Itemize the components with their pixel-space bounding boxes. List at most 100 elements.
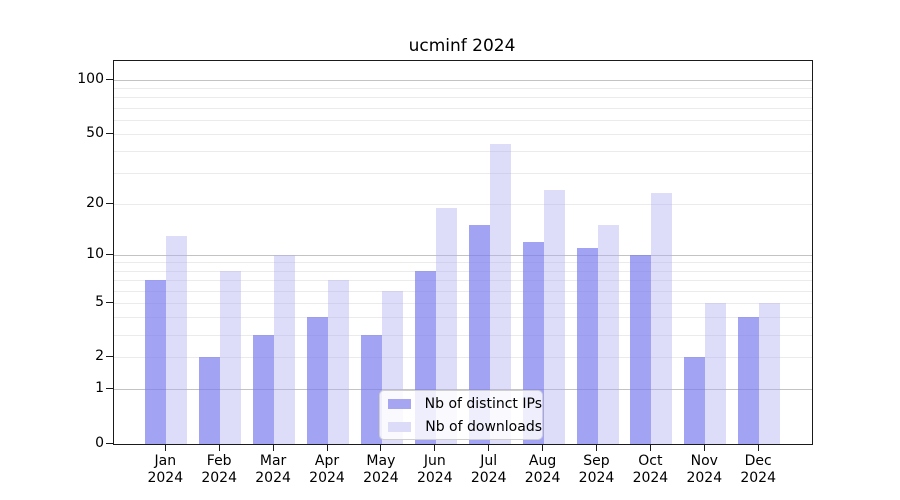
y-tick-label: 1 bbox=[95, 380, 104, 397]
x-tick-label-year: 2024 bbox=[740, 470, 776, 486]
gridline-minor bbox=[114, 334, 812, 336]
x-tick-label-year: 2024 bbox=[255, 470, 291, 486]
plot-area: Nb of distinct IPs Nb of downloads bbox=[113, 60, 813, 445]
y-tick-label: 20 bbox=[86, 194, 104, 211]
x-tick-label-year: 2024 bbox=[147, 470, 184, 486]
gridline-major bbox=[114, 254, 812, 256]
x-tick-label-year: 2024 bbox=[632, 470, 669, 486]
x-tick-label-jan: Jan 2024 bbox=[130, 453, 200, 487]
x-tick-label-oct: Oct 2024 bbox=[615, 453, 685, 487]
gridline-minor bbox=[114, 279, 812, 281]
x-tick-label-aug: Aug 2024 bbox=[508, 453, 578, 487]
gridline-minor bbox=[114, 357, 812, 359]
x-tick-label-year: 2024 bbox=[363, 470, 399, 486]
y-tick bbox=[106, 78, 113, 80]
gridline-major bbox=[114, 389, 812, 391]
bar-downloads-oct bbox=[651, 193, 673, 444]
x-tick-label-month: Aug bbox=[528, 453, 557, 469]
x-tick-label-feb: Feb 2024 bbox=[184, 453, 254, 487]
x-tick-label-may: May 2024 bbox=[346, 453, 416, 487]
x-tick-label-month: Nov bbox=[690, 453, 718, 469]
x-tick-label-apr: Apr 2024 bbox=[292, 453, 362, 487]
x-tick bbox=[649, 444, 651, 451]
x-tick bbox=[164, 444, 166, 451]
gridline-minor bbox=[114, 290, 812, 292]
legend-item-distinct-ips: Nb of distinct IPs bbox=[388, 393, 542, 414]
gridline-minor bbox=[114, 107, 812, 109]
x-tick-label-nov: Nov 2024 bbox=[669, 453, 739, 487]
x-tick-label-month: Jul bbox=[480, 453, 498, 469]
x-tick bbox=[542, 444, 544, 451]
bar-downloads-mar bbox=[274, 254, 296, 444]
x-tick-label-jul: Jul 2024 bbox=[454, 453, 524, 487]
x-tick-label-year: 2024 bbox=[416, 470, 453, 486]
y-tick-label: 5 bbox=[95, 293, 104, 310]
bar-distinct-ips-jul bbox=[468, 225, 490, 444]
y-tick-label: 0 bbox=[95, 435, 104, 451]
y-tick bbox=[106, 253, 113, 255]
gridline-minor bbox=[114, 270, 812, 272]
x-tick bbox=[380, 444, 382, 451]
bar-distinct-ips-sep bbox=[576, 247, 598, 444]
bar-downloads-apr bbox=[328, 279, 349, 444]
bar-downloads-sep bbox=[597, 225, 619, 444]
y-tick bbox=[106, 388, 113, 390]
gridline-minor bbox=[114, 173, 812, 175]
bar-distinct-ips-mar bbox=[253, 334, 275, 444]
x-tick bbox=[488, 444, 490, 451]
legend-swatch-distinct-ips bbox=[388, 398, 411, 409]
gridline-minor bbox=[114, 97, 812, 99]
legend-item-downloads: Nb of downloads bbox=[388, 416, 542, 437]
x-tick-label-month: Jun bbox=[423, 453, 446, 469]
bar-downloads-jul bbox=[489, 143, 511, 444]
bar-downloads-jun bbox=[435, 207, 457, 444]
x-tick-label-month: Sep bbox=[583, 453, 610, 469]
x-tick-label-year: 2024 bbox=[309, 470, 345, 486]
y-tick bbox=[106, 443, 113, 444]
x-tick bbox=[326, 444, 328, 451]
x-tick-label-month: Jan bbox=[154, 453, 177, 469]
x-tick-label-month: Oct bbox=[638, 453, 663, 469]
x-tick-label-mar: Mar 2024 bbox=[238, 453, 308, 487]
x-tick bbox=[596, 444, 597, 451]
legend-swatch-downloads bbox=[388, 421, 412, 432]
x-tick-label-year: 2024 bbox=[201, 470, 237, 486]
gridline-minor bbox=[114, 119, 812, 121]
y-tick-label: 50 bbox=[86, 124, 104, 141]
x-tick-label-month: May bbox=[366, 453, 396, 469]
x-tick-label-month: Dec bbox=[744, 453, 772, 469]
x-tick bbox=[218, 444, 220, 451]
x-tick-label-month: Apr bbox=[314, 453, 340, 469]
y-tick-label: 100 bbox=[77, 70, 104, 87]
x-tick bbox=[757, 444, 759, 451]
bar-distinct-ips-feb bbox=[199, 357, 221, 444]
y-tick-label: 2 bbox=[95, 348, 104, 365]
bar-downloads-jan bbox=[166, 235, 188, 444]
y-tick bbox=[106, 301, 113, 303]
gridline-minor bbox=[114, 88, 812, 90]
gridline-major bbox=[114, 79, 812, 81]
bar-distinct-ips-apr bbox=[307, 317, 328, 444]
gridline-minor bbox=[114, 262, 812, 264]
x-tick bbox=[272, 444, 274, 451]
bar-distinct-ips-oct bbox=[630, 254, 652, 444]
bar-distinct-ips-nov bbox=[684, 357, 706, 444]
gridline-minor bbox=[114, 151, 812, 152]
x-tick-label-year: 2024 bbox=[578, 470, 615, 486]
chart-title: ucminf 2024 bbox=[408, 36, 516, 56]
x-tick-label-dec: Dec 2024 bbox=[723, 453, 793, 487]
bar-distinct-ips-may bbox=[360, 334, 382, 444]
y-tick bbox=[106, 356, 113, 358]
gridline-minor bbox=[114, 133, 812, 135]
legend-label-distinct-ips: Nb of distinct IPs bbox=[424, 395, 542, 412]
bar-downloads-nov bbox=[705, 302, 727, 444]
bar-downloads-aug bbox=[543, 190, 565, 444]
bar-downloads-feb bbox=[220, 270, 242, 444]
x-tick-label-month: Mar bbox=[259, 453, 287, 469]
legend-label-downloads: Nb of downloads bbox=[425, 418, 542, 435]
y-tick bbox=[106, 132, 113, 134]
bar-distinct-ips-dec bbox=[738, 317, 760, 444]
x-tick bbox=[434, 444, 436, 451]
bar-downloads-dec bbox=[759, 302, 781, 444]
